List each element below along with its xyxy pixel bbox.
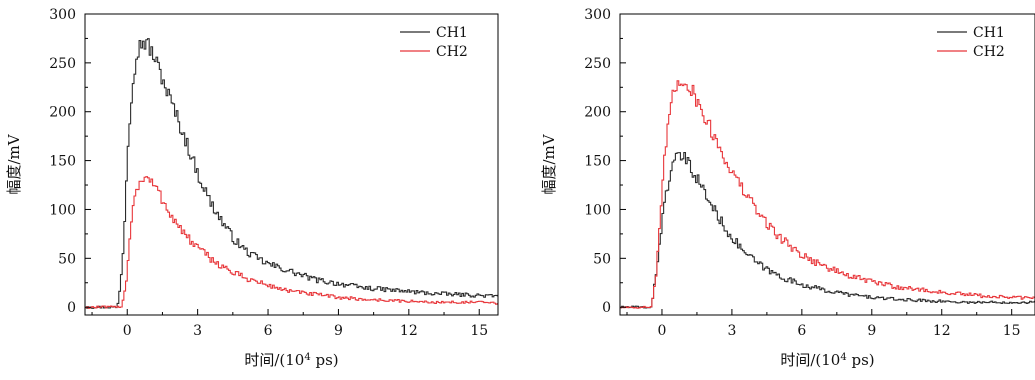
y-tick-label: 250: [49, 56, 76, 72]
y-tick-label: 0: [67, 300, 76, 316]
y-tick-label: 200: [584, 105, 611, 121]
x-tick-label: 15: [470, 323, 488, 339]
y-tick-label: 50: [58, 251, 76, 267]
x-tick-label: 0: [123, 323, 132, 339]
x-tick-label: 3: [193, 323, 202, 339]
legend-label-ch1: CH1: [973, 25, 1005, 41]
legend-label-ch2: CH2: [436, 44, 468, 60]
y-tick-label: 0: [602, 300, 611, 316]
y-tick-label: 150: [49, 154, 76, 170]
legend-label-ch2: CH2: [973, 44, 1005, 60]
x-tick-label: 0: [658, 323, 667, 339]
series-line-ch2: [620, 80, 1035, 309]
x-tick-label: 12: [400, 323, 418, 339]
plot-frame: [619, 13, 1035, 316]
y-axis-title: 幅度/mV: [540, 133, 558, 194]
x-axis-title: 时间/(104 ps): [244, 351, 338, 369]
y-tick-label: 150: [584, 154, 611, 170]
legend-label-ch1: CH1: [436, 25, 468, 41]
x-tick-label: 3: [727, 323, 736, 339]
series-line-ch2: [85, 176, 498, 309]
x-tick-label: 12: [933, 323, 951, 339]
x-tick-label: 9: [867, 323, 876, 339]
series-line-ch1: [85, 38, 498, 309]
x-tick-label: 15: [1003, 323, 1021, 339]
y-tick-label: 100: [49, 202, 76, 218]
y-tick-label: 250: [584, 56, 611, 72]
y-axis-title: 幅度/mV: [5, 133, 23, 194]
x-tick-label: 6: [264, 323, 273, 339]
x-tick-label: 9: [334, 323, 343, 339]
plot-frame: [84, 13, 499, 316]
x-axis-title: 时间/(104 ps): [780, 351, 874, 369]
series-line-ch1: [620, 152, 1035, 309]
x-tick-label: 6: [797, 323, 806, 339]
y-tick-label: 300: [584, 7, 611, 23]
y-tick-label: 100: [584, 202, 611, 218]
y-tick-label: 200: [49, 105, 76, 121]
y-tick-label: 300: [49, 7, 76, 23]
y-tick-label: 50: [593, 251, 611, 267]
